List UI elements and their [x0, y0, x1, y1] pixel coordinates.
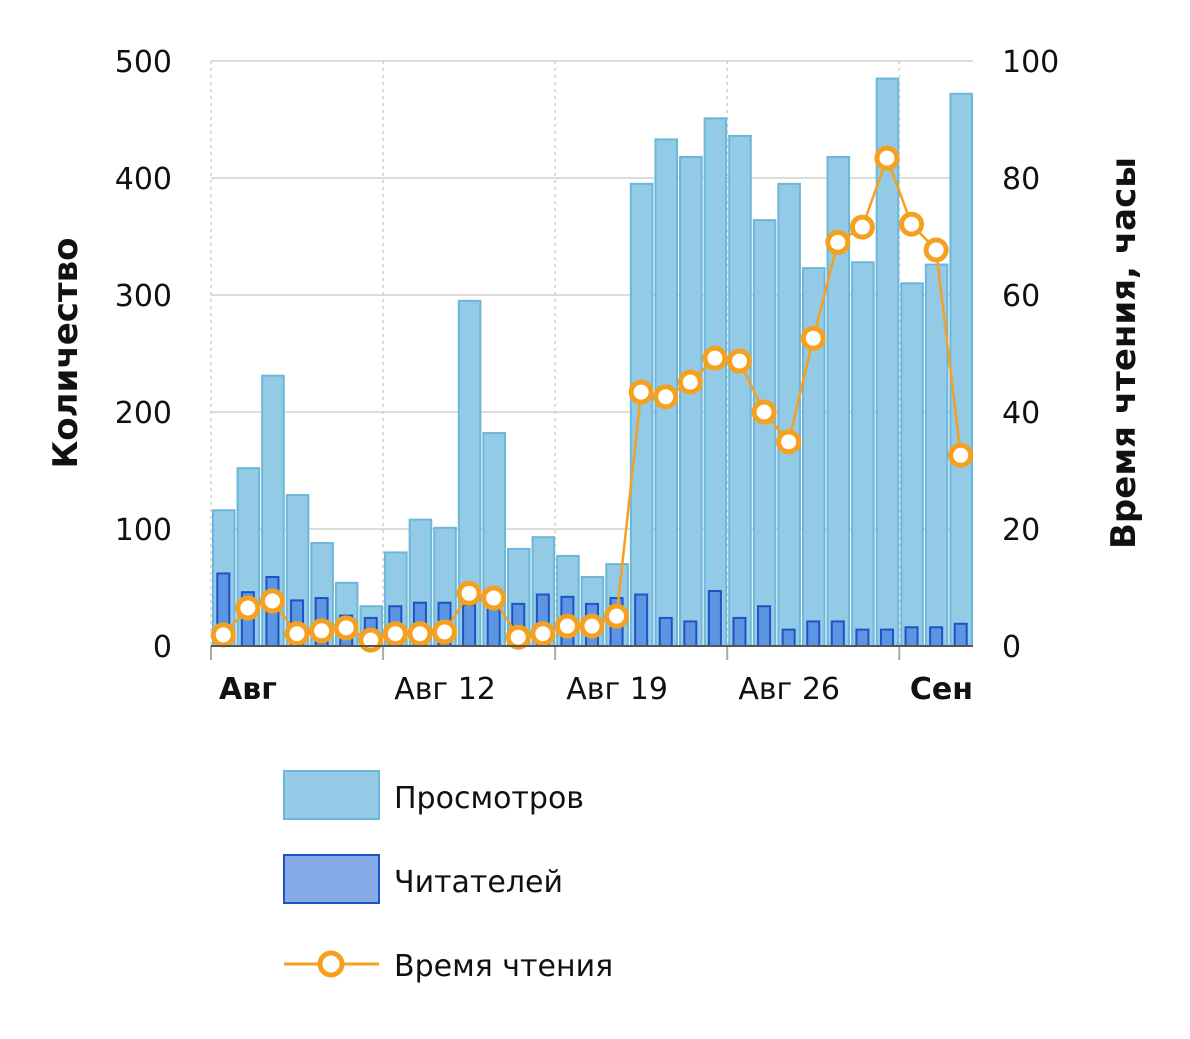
y-tick-label: 500	[115, 45, 172, 80]
bar-views	[949, 92, 974, 647]
reading-time-point	[751, 399, 777, 425]
reading-time-point	[333, 615, 359, 641]
reading-time-point	[456, 580, 482, 606]
reading-time-point	[849, 214, 875, 240]
bar-readers	[634, 593, 649, 648]
bar-readers	[658, 616, 673, 647]
bar-views	[703, 117, 728, 647]
bar-readers	[683, 620, 698, 647]
legend-item-views[interactable]: Просмотров	[283, 770, 584, 820]
y-tick-label: 0	[153, 630, 172, 665]
y-tick-label: 100	[115, 513, 172, 548]
y2-tick-label: 100	[1002, 45, 1059, 80]
bar-readers	[929, 626, 944, 648]
reading-time-point	[284, 621, 310, 647]
bar-readers	[879, 628, 894, 647]
y-axis-label: Количество	[46, 237, 86, 468]
reading-time-point	[530, 621, 556, 647]
reading-time-point	[800, 325, 826, 351]
reading-time-point	[923, 237, 949, 263]
reading-time-point	[702, 345, 728, 371]
reading-time-point	[554, 613, 580, 639]
x-tick-label: Авг 12	[394, 672, 496, 707]
reading-time-point	[677, 369, 703, 395]
y2-tick-label: 80	[1002, 162, 1040, 197]
reading-time-point	[825, 229, 851, 255]
bar-views	[629, 182, 654, 647]
reading-time-point	[235, 595, 261, 621]
legend-label-readers: Читателей	[394, 865, 563, 900]
x-tick-label: Сен	[910, 672, 973, 707]
legend-label-views: Просмотров	[394, 781, 584, 816]
reading-time-point	[653, 384, 679, 410]
bar-readers	[830, 620, 845, 647]
bar-readers	[904, 626, 919, 648]
x-tick-label: Авг	[219, 672, 277, 707]
bar-readers	[855, 628, 870, 647]
bar-readers	[707, 590, 722, 648]
y-tick-label: 300	[115, 279, 172, 314]
bar-views	[777, 182, 801, 647]
y-tick-label: 400	[115, 162, 172, 197]
reading-time-point	[210, 622, 236, 648]
line-series	[210, 145, 974, 653]
reading-time-point	[358, 627, 384, 653]
bars	[212, 77, 974, 648]
reading-time-point	[628, 379, 654, 405]
y2-tick-label: 0	[1002, 630, 1021, 665]
y-tick-label: 200	[115, 396, 172, 431]
legend-item-readers[interactable]: Читателей	[283, 854, 563, 904]
bar-views	[851, 261, 875, 647]
reading-time-point	[432, 619, 458, 645]
legend-swatch-readers	[283, 854, 380, 904]
reading-time-point	[579, 613, 605, 639]
reading-time-point	[874, 145, 900, 171]
reading-time-point	[259, 588, 285, 614]
reading-time-point	[481, 585, 507, 611]
y2-tick-label: 60	[1002, 279, 1040, 314]
y2-tick-label: 40	[1002, 396, 1040, 431]
axes: 0 100 200 300 400 500 0 20 40 60 80 100 Авг Авг 12 Авг…	[115, 45, 1060, 707]
reading-time-point	[948, 442, 974, 468]
bar-readers	[757, 605, 772, 647]
bar-readers	[486, 604, 501, 647]
reading-time-point	[604, 603, 630, 629]
x-tick-label: Авг 19	[566, 672, 668, 707]
reading-time-point	[776, 429, 802, 455]
bar-readers	[732, 616, 747, 647]
legend-marker-reading-time	[317, 950, 345, 978]
y2-tick-label: 20	[1002, 513, 1040, 548]
bar-views	[801, 267, 826, 647]
bar-views	[679, 155, 703, 647]
legend-swatch-views	[283, 770, 380, 820]
bar-readers	[953, 622, 968, 648]
legend-item-reading-time[interactable]: Время чтения	[284, 949, 613, 984]
reading-time-point	[309, 618, 335, 644]
reading-time-point	[407, 621, 433, 647]
bar-readers	[781, 628, 796, 647]
y2-axis-label: Время чтения, часы	[1104, 157, 1144, 549]
reading-time-point	[899, 211, 925, 237]
reading-time-point	[726, 348, 752, 374]
bar-views	[900, 282, 924, 647]
bar-views	[752, 219, 777, 647]
legend: Просмотров Читателей Время чтения	[283, 770, 613, 984]
x-tick-label: Авг 26	[738, 672, 840, 707]
reading-time-point	[505, 624, 531, 650]
bar-views	[728, 134, 752, 647]
legend-label-reading-time: Время чтения	[394, 949, 613, 984]
bar-readers	[806, 620, 821, 647]
reading-time-point	[382, 621, 408, 647]
bar-readers	[462, 604, 477, 647]
